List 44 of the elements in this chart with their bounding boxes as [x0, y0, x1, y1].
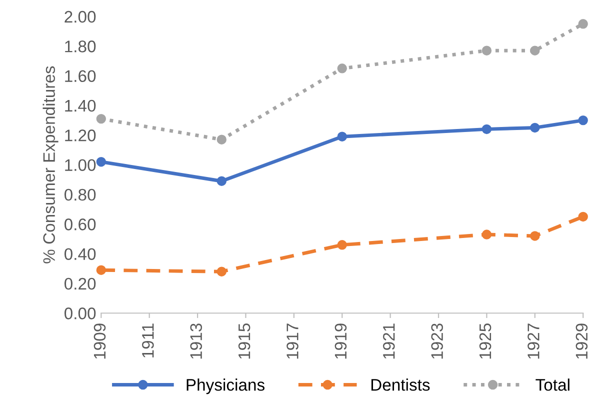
x-tick-label: 1923: [431, 324, 443, 359]
x-tick-label: 1925: [479, 324, 492, 359]
point: [96, 156, 106, 167]
x-tick-label: 1917: [286, 324, 298, 359]
point: [216, 134, 226, 144]
y-tick-label: 0.80: [64, 188, 96, 201]
x-tick-label: 1911: [142, 324, 154, 358]
legend-label: Physicians: [186, 378, 264, 394]
x-tick-label: 1929: [576, 324, 588, 359]
point: [578, 19, 588, 29]
point: [216, 266, 226, 276]
point: [482, 46, 492, 56]
x-tick-label: 1915: [238, 324, 250, 359]
point: [337, 132, 347, 142]
point: [482, 124, 492, 134]
x-tick-label: 1919: [334, 324, 347, 359]
x-tick-label: 1913: [190, 324, 202, 359]
point: [337, 240, 347, 250]
y-tick-label: 0.60: [64, 218, 96, 230]
x-tick-label: 1909: [94, 324, 106, 359]
point: [216, 176, 226, 186]
y-tick-label: 1.60: [65, 70, 96, 82]
y-tick-label: 1.00: [65, 159, 96, 172]
point: [530, 231, 540, 241]
x-tick-label: 1927: [528, 324, 540, 359]
point: [530, 46, 540, 56]
y-tick-label: 0.40: [64, 248, 96, 260]
y-tick-label: 0.20: [64, 278, 96, 290]
point: [578, 212, 588, 222]
legend-label: Dentists: [371, 378, 430, 391]
point: [96, 265, 106, 275]
point: [482, 230, 492, 240]
y-tick-label: 1.20: [65, 130, 96, 142]
point: [337, 64, 347, 74]
y-tick-label: 0.00: [64, 308, 96, 320]
y-tick-label: 1.80: [65, 40, 96, 52]
point: [96, 114, 106, 124]
point: [578, 115, 588, 126]
y-tick-label: 1.40: [65, 100, 96, 112]
x-tick-label: 1921: [382, 324, 395, 359]
point: [530, 122, 540, 133]
legend-label: Total: [536, 378, 570, 391]
y-tick-label: 2.00: [64, 10, 96, 23]
y-axis-title: % Consumer Expenditures: [42, 66, 58, 264]
